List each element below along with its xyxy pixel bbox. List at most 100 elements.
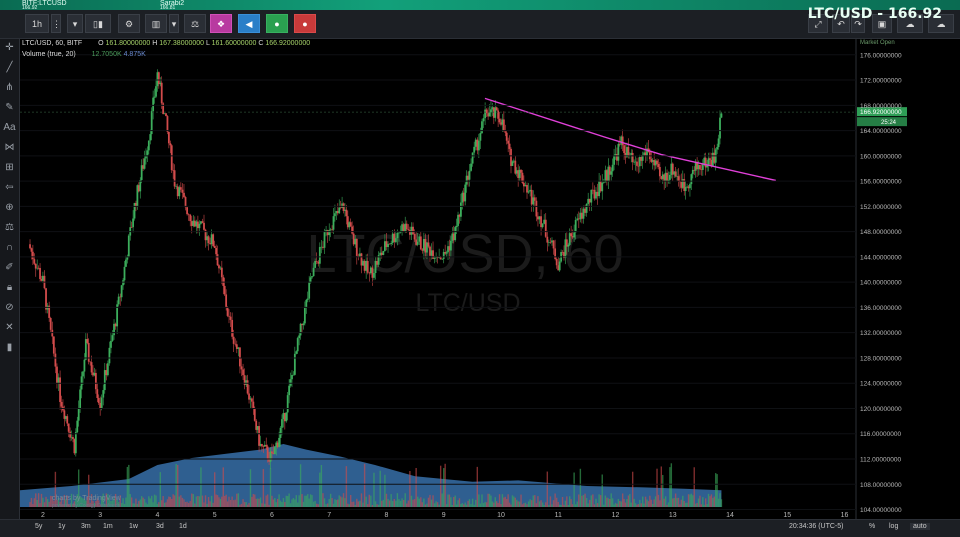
trash-icon[interactable]: ▮: [6, 342, 13, 353]
candle-body: [117, 296, 120, 305]
volume-bar: [261, 503, 263, 507]
redo-icon[interactable]: ↷: [851, 14, 865, 33]
candle-body: [549, 242, 552, 243]
compare-icon[interactable]: ⚖: [184, 14, 206, 33]
volume-bar: [292, 498, 295, 507]
volume-bar: [275, 502, 277, 507]
candle-body: [449, 240, 452, 251]
candle-body: [641, 155, 644, 161]
bars-menu-icon[interactable]: ▾: [67, 14, 83, 33]
interval-button[interactable]: 1h: [25, 14, 49, 33]
log-toggle[interactable]: log: [889, 523, 899, 530]
tab2-price: 166.81: [160, 5, 176, 11]
volume-bar: [123, 503, 126, 507]
cloud-icon[interactable]: ☁: [897, 14, 923, 33]
volume-bar: [371, 504, 374, 507]
volume-bar: [627, 495, 630, 507]
snapshot-icon[interactable]: ▣: [872, 14, 892, 33]
candle-body: [500, 122, 502, 125]
magnet-icon[interactable]: ∩: [5, 242, 14, 253]
candle-body: [401, 224, 403, 232]
stay-drawing-icon[interactable]: ✐: [5, 262, 14, 273]
volume-bar: [652, 503, 654, 507]
range-button-1w[interactable]: 1w: [129, 523, 138, 530]
legend-volume[interactable]: Volume (true, 20): [22, 51, 76, 58]
broadcast-icon[interactable]: ◀: [238, 14, 260, 33]
cloud-save-icon[interactable]: ☁: [928, 14, 954, 33]
fib-tool-icon[interactable]: ⋔: [5, 82, 14, 93]
x-tick-label: 12: [612, 512, 620, 519]
candle-body: [83, 359, 86, 372]
remove-tools-icon[interactable]: ✕: [5, 322, 14, 333]
buy-icon[interactable]: ●: [266, 14, 288, 33]
candle-body: [369, 267, 372, 274]
volume-bar: [165, 502, 167, 507]
volume-bar: [451, 504, 454, 507]
range-button-3d[interactable]: 3d: [156, 523, 164, 530]
zoom-icon[interactable]: ⊕: [5, 202, 14, 213]
tab1-label[interactable]: BITF:LTCUSD: [22, 0, 67, 7]
volume-bar: [526, 504, 528, 507]
range-button-1y[interactable]: 1y: [58, 523, 66, 530]
volume-bar: [568, 496, 571, 507]
auto-toggle[interactable]: auto: [910, 523, 930, 530]
candle-body: [561, 252, 564, 253]
undo-icon[interactable]: ↶: [832, 14, 850, 33]
range-button-1d[interactable]: 1d: [179, 523, 187, 530]
measure-icon[interactable]: ⚖: [5, 222, 14, 233]
candle-style-icon[interactable]: ▯▮: [85, 14, 111, 33]
volume-bar: [259, 497, 262, 507]
candle-body: [412, 226, 414, 235]
text-tool-icon[interactable]: Aa: [3, 122, 16, 133]
candle-body: [590, 189, 593, 203]
volume-bar: [117, 502, 120, 507]
alert-pink-icon[interactable]: ❖: [210, 14, 232, 33]
volume-bar: [206, 503, 208, 507]
candle-body: [558, 261, 561, 271]
volume-bar: [152, 502, 154, 507]
candle-body: [454, 227, 457, 241]
crosshair-icon[interactable]: ✛: [5, 42, 14, 53]
interval-menu-icon[interactable]: ⋮: [51, 14, 61, 33]
percent-toggle[interactable]: %: [869, 523, 876, 530]
settings-icon[interactable]: ⚙: [118, 14, 140, 33]
legend-high: 167.38000000: [159, 40, 205, 47]
arrow-tool-icon[interactable]: ⇦: [5, 182, 14, 193]
lock-icon[interactable]: 🔒︎: [6, 282, 13, 293]
trendline-tool-icon[interactable]: ╱: [6, 62, 13, 73]
volume-bar: [183, 499, 185, 507]
hide-icon[interactable]: ⊘: [5, 302, 14, 313]
volume-bar: [284, 502, 286, 507]
volume-bar: [673, 497, 675, 507]
candle-body: [31, 251, 34, 260]
candle-body: [517, 170, 520, 178]
volume-bar: [590, 495, 593, 507]
volume-bar: [392, 501, 394, 507]
volume-bar: [107, 493, 109, 507]
candle-body: [218, 265, 220, 269]
volume-bar: [92, 500, 94, 507]
range-button-3m[interactable]: 3m: [81, 523, 91, 530]
brush-tool-icon[interactable]: ✎: [5, 102, 14, 113]
range-button-5y[interactable]: 5y: [35, 523, 43, 530]
legend-symbol[interactable]: LTC/USD, 60, BITF: [22, 40, 83, 47]
volume-bar: [601, 474, 603, 507]
volume-bar: [475, 499, 477, 507]
volume-bar: [289, 503, 292, 507]
tab2-label[interactable]: Sarabi2: [160, 0, 185, 7]
fullscreen-icon[interactable]: ⤢: [808, 14, 828, 33]
candle-body: [581, 212, 583, 219]
candle-body: [470, 163, 472, 171]
candle-body: [291, 375, 293, 380]
volume-bar: [334, 499, 336, 507]
pattern-tool-icon[interactable]: ⋈: [4, 142, 15, 153]
sell-icon[interactable]: ●: [294, 14, 316, 33]
volume-bar: [231, 496, 233, 507]
indicators-icon[interactable]: ▥: [145, 14, 167, 33]
projection-tool-icon[interactable]: ⊞: [5, 162, 14, 173]
candle-body: [136, 185, 139, 207]
range-button-1m[interactable]: 1m: [103, 523, 113, 530]
indicators-menu-icon[interactable]: ▾: [169, 14, 179, 33]
candle-body: [69, 431, 72, 438]
